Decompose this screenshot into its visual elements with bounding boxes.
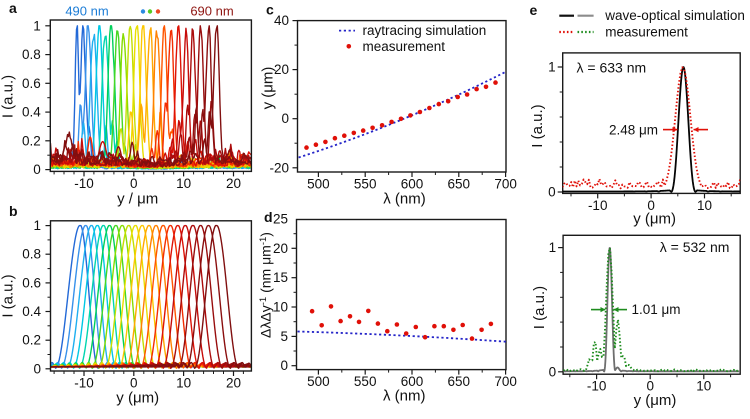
svg-text:y (μm): y (μm)	[116, 390, 159, 407]
svg-text:c: c	[266, 2, 274, 18]
svg-text:0: 0	[33, 361, 41, 376]
svg-text:600: 600	[401, 374, 424, 389]
svg-text:0.8: 0.8	[22, 247, 41, 262]
svg-text:y (μm): y (μm)	[260, 67, 277, 110]
svg-text:490 nm: 490 nm	[65, 4, 108, 19]
svg-text:10: 10	[176, 176, 191, 191]
svg-text:10: 10	[176, 376, 191, 391]
svg-text:0: 0	[33, 162, 41, 177]
svg-text:0: 0	[549, 364, 557, 379]
svg-text:500: 500	[307, 374, 330, 389]
svg-text:650: 650	[448, 374, 471, 389]
svg-text:-10: -10	[74, 176, 94, 191]
svg-text:y (μm): y (μm)	[633, 211, 676, 228]
svg-text:0.6: 0.6	[22, 275, 41, 290]
svg-text:0: 0	[280, 358, 288, 373]
svg-text:700: 700	[494, 177, 517, 192]
svg-text:-20: -20	[269, 160, 289, 175]
svg-text:40: 40	[274, 13, 289, 28]
svg-text:0.6: 0.6	[22, 76, 41, 91]
svg-text:550: 550	[354, 177, 377, 192]
svg-text:I (a.u.): I (a.u.)	[0, 274, 17, 317]
svg-text:wave-optical simulation: wave-optical simulation	[604, 8, 745, 23]
svg-text:10: 10	[697, 198, 712, 213]
svg-text:b: b	[9, 203, 18, 219]
svg-text:2.48 μm: 2.48 μm	[609, 123, 658, 138]
svg-text:I (a.u.): I (a.u.)	[0, 75, 17, 118]
svg-text:1.01 μm: 1.01 μm	[632, 302, 681, 317]
svg-text:20: 20	[226, 376, 241, 391]
svg-text:25: 25	[273, 212, 288, 227]
svg-text:λ = 532 nm: λ = 532 nm	[660, 239, 730, 255]
svg-text:700: 700	[494, 374, 517, 389]
svg-text:1: 1	[33, 18, 41, 33]
svg-text:0: 0	[647, 198, 655, 213]
svg-text:λ = 633 nm: λ = 633 nm	[577, 60, 647, 76]
svg-text:20: 20	[274, 62, 289, 77]
svg-text:5: 5	[280, 329, 288, 344]
svg-text:10: 10	[273, 300, 288, 315]
svg-text:0: 0	[130, 376, 138, 391]
svg-text:0.8: 0.8	[22, 47, 41, 62]
svg-text:λ (nm): λ (nm)	[383, 191, 426, 208]
svg-text:0: 0	[548, 185, 556, 200]
svg-text:λ (nm): λ (nm)	[383, 388, 426, 405]
svg-text:15: 15	[273, 270, 288, 285]
svg-text:20: 20	[226, 176, 241, 191]
svg-text:0: 0	[646, 379, 654, 394]
svg-text:ΔλΔy-1 (nm μm-1): ΔλΔy-1 (nm μm-1)	[258, 232, 274, 338]
svg-text:10: 10	[696, 379, 711, 394]
svg-text:690 nm: 690 nm	[190, 4, 233, 19]
svg-text:550: 550	[354, 374, 377, 389]
svg-text:0.4: 0.4	[22, 304, 41, 319]
svg-text:0: 0	[130, 176, 138, 191]
svg-text:0.2: 0.2	[22, 133, 41, 148]
svg-text:1: 1	[548, 60, 556, 75]
svg-text:a: a	[9, 0, 17, 16]
svg-text:1: 1	[33, 218, 41, 233]
svg-text:measurement: measurement	[605, 25, 688, 40]
svg-text:0: 0	[281, 111, 289, 126]
svg-text:600: 600	[401, 177, 424, 192]
svg-text:y (μm): y (μm)	[634, 392, 677, 409]
svg-text:-10: -10	[587, 379, 607, 394]
svg-text:e: e	[530, 2, 538, 18]
svg-text:y / μm: y / μm	[117, 191, 158, 208]
svg-text:650: 650	[448, 177, 471, 192]
svg-text:d: d	[264, 209, 273, 225]
svg-text:500: 500	[307, 177, 330, 192]
svg-text:measurement: measurement	[363, 39, 446, 54]
svg-text:-10: -10	[588, 198, 608, 213]
svg-text:raytracing simulation: raytracing simulation	[363, 23, 487, 38]
svg-text:0.2: 0.2	[22, 333, 41, 348]
svg-text:I (a.u.): I (a.u.)	[531, 286, 548, 329]
svg-text:0.4: 0.4	[22, 105, 41, 120]
svg-text:-10: -10	[74, 376, 94, 391]
svg-text:1: 1	[549, 240, 557, 255]
svg-text:I (a.u.): I (a.u.)	[529, 104, 546, 147]
svg-text:20: 20	[273, 241, 288, 256]
